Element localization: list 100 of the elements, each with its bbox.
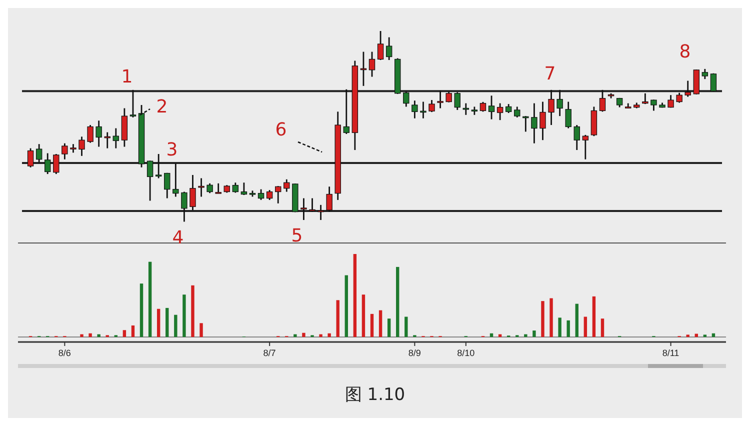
candlestick [368, 51, 376, 78]
caption: 图 1.10 [344, 385, 406, 405]
candlestick [522, 115, 529, 132]
candlestick [309, 198, 316, 212]
bar [541, 301, 544, 337]
candlestick [403, 90, 410, 108]
candlestick [668, 94, 674, 108]
candlestick [343, 88, 350, 135]
candlestick [146, 160, 154, 202]
bar [191, 285, 194, 337]
bar [378, 310, 382, 337]
candlestick [650, 98, 657, 112]
candlestick [556, 89, 563, 117]
candlestick [386, 36, 392, 61]
candlestick [360, 51, 367, 87]
candlestick [574, 124, 580, 151]
candlestick [496, 102, 504, 121]
candlestick [266, 189, 273, 201]
bar [600, 318, 604, 337]
annotation: 3 [166, 140, 178, 160]
candlestick [78, 136, 85, 157]
candlestick [27, 148, 34, 168]
candlestick [190, 174, 196, 211]
candlestick [155, 153, 162, 179]
bar [88, 333, 92, 337]
bar [156, 308, 160, 337]
candlestick [300, 198, 307, 221]
bar [182, 294, 186, 337]
x-tick-label: 8/11 [662, 348, 680, 358]
x-tick-label: 8/6 [58, 348, 71, 358]
candlestick [531, 102, 538, 144]
x-tick-label: 8/10 [457, 348, 475, 358]
annotation: 8 [679, 42, 691, 62]
bar [370, 314, 374, 337]
candlestick [232, 182, 239, 194]
bar [131, 325, 135, 337]
bar [344, 275, 348, 337]
candlestick [164, 172, 170, 199]
candlestick [412, 100, 418, 120]
candlestick [377, 30, 384, 61]
candlestick [53, 153, 60, 175]
candlestick [702, 68, 708, 80]
bar [592, 296, 596, 337]
bar [166, 308, 169, 337]
candlestick [62, 142, 68, 160]
candlestick [198, 178, 204, 198]
candlestick [420, 101, 426, 120]
x-tick-label: 8/7 [263, 348, 276, 358]
annotation: 6 [275, 120, 287, 140]
bar [140, 284, 144, 337]
bar [336, 300, 340, 337]
candlestick [130, 89, 136, 118]
bar [200, 323, 203, 337]
candlestick [462, 102, 469, 116]
bar [558, 318, 562, 337]
bar [122, 330, 126, 337]
candlestick [284, 178, 290, 192]
candlestick [318, 204, 324, 221]
bar [328, 333, 331, 337]
bar [174, 314, 178, 337]
candlestick [582, 134, 589, 160]
bar [387, 318, 391, 337]
candlestick [446, 90, 452, 104]
candlestick [104, 132, 110, 149]
bar [532, 330, 536, 337]
candlestick [642, 92, 648, 105]
candlestick [181, 191, 188, 222]
bar [404, 316, 408, 337]
candlestick [599, 89, 606, 112]
candlestick [172, 162, 179, 198]
candlestick [44, 152, 51, 175]
candlestick [275, 185, 282, 204]
bar [294, 334, 297, 337]
candlestick [676, 92, 682, 104]
candlestick [684, 80, 691, 98]
candlestick [112, 128, 119, 149]
bar [396, 266, 400, 337]
bar [319, 334, 322, 337]
candlestick [514, 106, 520, 118]
bar [584, 316, 588, 337]
candlestick [480, 101, 486, 112]
candlestick [96, 120, 102, 148]
candlestick [437, 90, 444, 109]
bar [97, 334, 100, 337]
x-tick-label: 8/9 [408, 348, 421, 358]
candlestick [488, 94, 495, 120]
candlestick [326, 186, 332, 212]
candlestick [240, 182, 248, 196]
candlestick [540, 101, 546, 141]
annotation: 7 [544, 64, 556, 84]
candlestick [258, 188, 264, 201]
candlestick [36, 143, 42, 164]
candlestick [215, 182, 222, 194]
candlestick [87, 124, 94, 144]
annotation: 1 [121, 66, 133, 88]
bar [566, 320, 570, 337]
bar [575, 304, 578, 337]
bar [80, 334, 84, 337]
bar [353, 254, 357, 337]
candlestick [454, 92, 460, 111]
